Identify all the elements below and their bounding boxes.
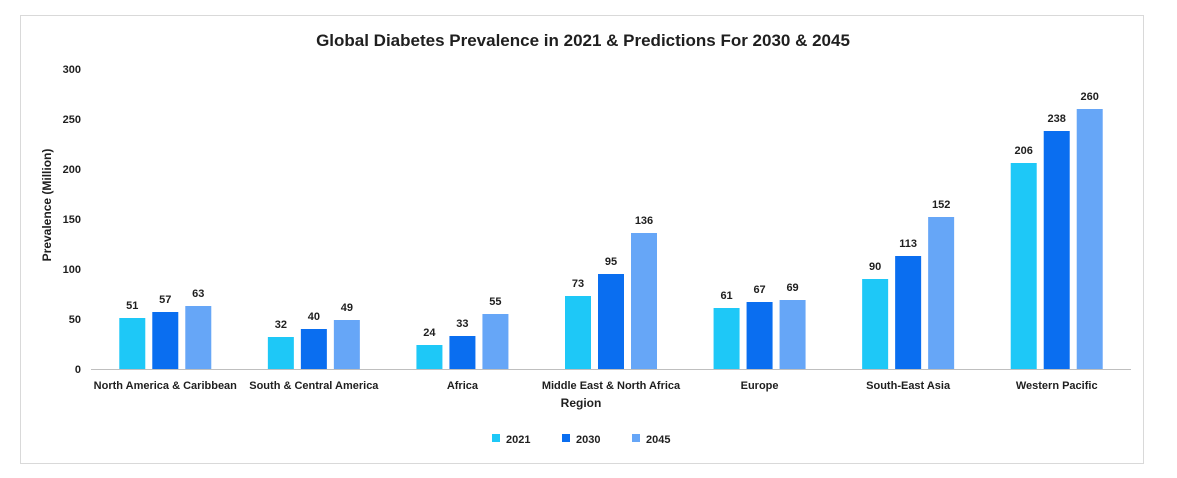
bar [928, 217, 955, 369]
category-label: South-East Asia [866, 380, 951, 392]
y-tick-label: 300 [63, 64, 81, 76]
chart-svg: Global Diabetes Prevalence in 2021 & Pre… [40, 31, 1131, 446]
bar [119, 318, 146, 369]
bar [713, 308, 740, 369]
legend-label: 2021 [506, 434, 530, 446]
bar [862, 279, 889, 369]
category-label: South & Central America [249, 380, 379, 392]
y-axis-title: Prevalence (Million) [40, 149, 54, 262]
legend-swatch [562, 434, 570, 442]
data-label: 95 [605, 256, 617, 268]
bar [152, 312, 179, 369]
data-label: 73 [572, 278, 584, 290]
category-label: North America & Caribbean [94, 380, 238, 392]
bar [1010, 163, 1037, 369]
data-label: 90 [869, 261, 881, 273]
y-tick-label: 50 [69, 314, 81, 326]
data-label: 136 [635, 215, 653, 227]
legend: 2021 2030 2045 [492, 434, 670, 446]
bar [333, 320, 360, 369]
data-label: 40 [308, 311, 320, 323]
x-axis-title: Region [561, 396, 602, 410]
y-axis-ticks: 0 50 100 150 200 250 300 [63, 64, 81, 376]
bar [267, 337, 294, 369]
bars-group [119, 109, 1103, 369]
category-label: Africa [447, 380, 479, 392]
data-labels-group: 51 57 63 32 40 49 24 33 55 73 95 136 61 67 69 90 113 152 2… [126, 91, 1099, 339]
bar [779, 300, 806, 369]
bar [185, 306, 212, 369]
data-label: 32 [275, 319, 287, 331]
data-label: 61 [720, 290, 732, 302]
category-labels: North America & Caribbean South & Central… [94, 380, 1098, 392]
chart-title: Global Diabetes Prevalence in 2021 & Pre… [316, 31, 850, 50]
bar [565, 296, 591, 369]
bar [631, 233, 657, 369]
data-label: 69 [786, 282, 798, 294]
data-label: 152 [932, 199, 950, 211]
bar [598, 274, 624, 369]
bar [1076, 109, 1103, 369]
data-label: 24 [423, 327, 436, 339]
data-label: 113 [899, 238, 917, 250]
bar [482, 314, 509, 369]
data-label: 63 [192, 288, 204, 300]
chart-frame: Global Diabetes Prevalence in 2021 & Pre… [20, 15, 1144, 464]
bar [746, 302, 773, 369]
category-label: Western Pacific [1016, 380, 1098, 392]
y-tick-label: 0 [75, 364, 81, 376]
legend-label: 2030 [576, 434, 600, 446]
y-tick-label: 250 [63, 114, 81, 126]
data-label: 238 [1048, 113, 1066, 125]
legend-swatch [492, 434, 500, 442]
y-tick-label: 150 [63, 214, 81, 226]
data-label: 49 [341, 302, 353, 314]
data-label: 55 [489, 296, 501, 308]
data-label: 33 [456, 318, 468, 330]
data-label: 51 [126, 300, 138, 312]
category-label: Europe [741, 380, 779, 392]
category-label: Middle East & North Africa [542, 380, 681, 392]
data-label: 206 [1015, 145, 1033, 157]
bar [416, 345, 443, 369]
bar [300, 329, 327, 369]
y-tick-label: 200 [63, 164, 81, 176]
data-label: 67 [753, 284, 765, 296]
legend-swatch [632, 434, 640, 442]
legend-label: 2045 [646, 434, 670, 446]
data-label: 57 [159, 294, 171, 306]
bar [895, 256, 922, 369]
data-label: 260 [1081, 91, 1099, 103]
y-tick-label: 100 [63, 264, 81, 276]
bar [449, 336, 476, 369]
bar [1043, 131, 1070, 369]
